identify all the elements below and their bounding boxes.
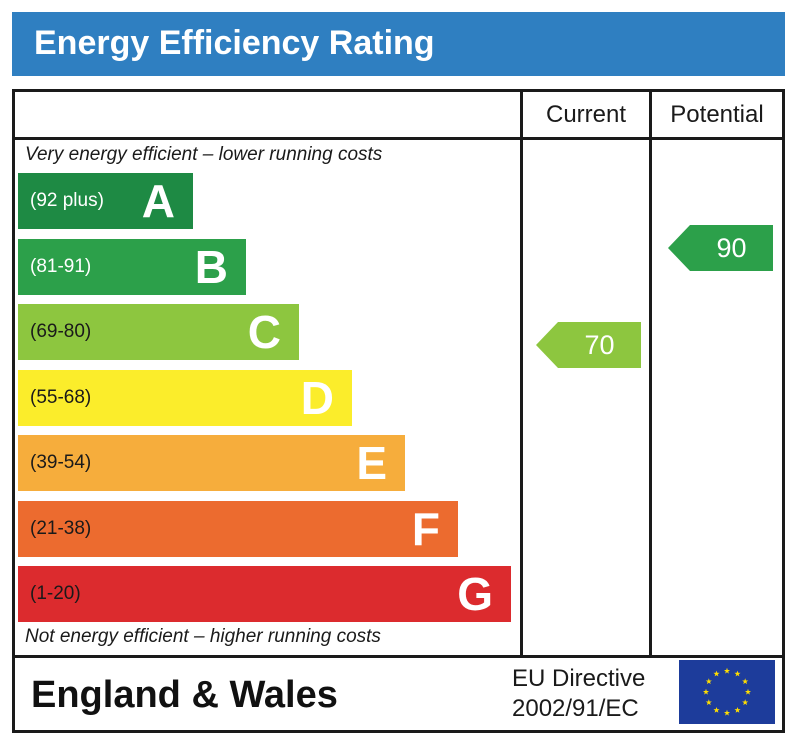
eu-star-icon (734, 706, 741, 713)
band-letter: F (411, 502, 440, 555)
potential-column-divider (649, 92, 652, 658)
eu-star-icon (702, 688, 710, 695)
eu-directive-line1: EU Directive (512, 665, 646, 692)
eu-star-icon (723, 667, 731, 674)
band-b: (81-91) B (18, 238, 246, 295)
current-rating-value: 70 (584, 330, 615, 361)
eu-star-icon (713, 670, 720, 677)
potential-rating-value: 90 (716, 232, 747, 263)
band-f: (21-38) F (18, 500, 458, 557)
potential-arrow-shape (668, 224, 773, 271)
eu-directive: EU Directive 2002/91/EC (512, 664, 645, 724)
eu-star-icon (713, 706, 720, 713)
band-range-label: (92 plus) (30, 190, 104, 211)
title-bar: Energy Efficiency Rating (12, 12, 785, 76)
eu-star-icon (742, 678, 749, 685)
eu-directive-line2: 2002/91/EC (512, 695, 639, 722)
band-letter: E (356, 437, 387, 489)
band-range-label: (69-80) (30, 321, 92, 342)
region-label: England & Wales (31, 674, 338, 716)
band-e: (39-54) E (18, 435, 405, 491)
band-g: (1-20) G (18, 566, 511, 622)
eu-stars-icon (702, 667, 752, 716)
band-letter: G (457, 568, 493, 620)
band-c: (69-80) C (18, 304, 299, 360)
eu-star-icon (742, 699, 749, 706)
band-d: (55-68) D (18, 369, 352, 426)
band-range-label: (81-91) (30, 255, 92, 277)
band-letter: D (300, 371, 334, 424)
band-letter: A (141, 175, 175, 227)
bottom-caption: Not energy efficient – higher running co… (25, 626, 381, 647)
eu-star-icon (723, 709, 731, 716)
current-arrow-shape (536, 322, 641, 369)
eu-flag-icon (679, 660, 775, 724)
potential-rating-arrow: 90 (668, 224, 773, 271)
eu-star-icon (705, 699, 712, 706)
chart-title: Energy Efficiency Rating (34, 24, 435, 62)
top-caption: Very energy efficient – lower running co… (25, 144, 383, 165)
band-letter: C (247, 306, 281, 358)
eu-star-icon (744, 688, 752, 695)
band-range-label: (1-20) (30, 583, 81, 604)
band-range-label: (21-38) (30, 517, 92, 539)
band-range-label: (39-54) (30, 452, 92, 473)
eu-star-icon (734, 670, 741, 677)
header-divider (15, 137, 782, 140)
potential-column-header: Potential (670, 101, 764, 128)
current-rating-arrow: 70 (536, 322, 641, 369)
rating-table: Current Potential Very energy efficient … (12, 89, 785, 733)
footer-divider (15, 655, 782, 658)
band-range-label: (55-68) (30, 386, 92, 408)
band-a: (92 plus) A (18, 173, 193, 229)
band-letter: B (194, 240, 228, 293)
current-column-header: Current (545, 101, 627, 128)
eu-star-icon (705, 678, 712, 685)
current-column-divider (520, 92, 523, 658)
